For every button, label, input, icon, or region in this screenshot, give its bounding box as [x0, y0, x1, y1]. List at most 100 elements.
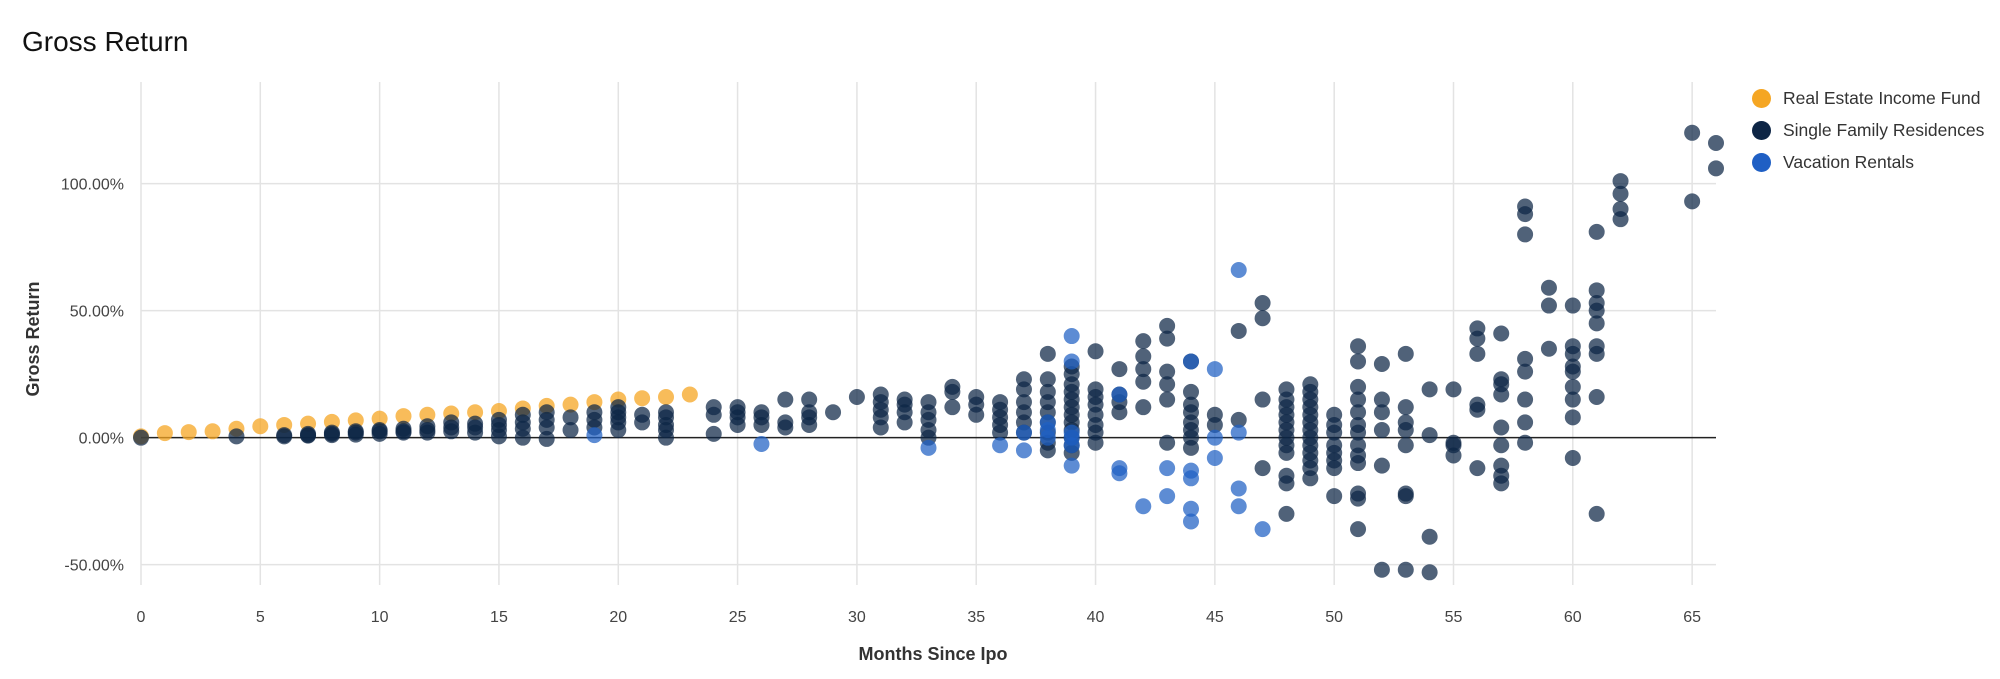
data-point-single-family-residences[interactable]: [1564, 449, 1581, 466]
data-point-vacation-rentals[interactable]: [1015, 442, 1032, 459]
data-point-single-family-residences[interactable]: [944, 399, 961, 416]
data-point-single-family-residences[interactable]: [777, 414, 794, 431]
data-point-vacation-rentals[interactable]: [1230, 480, 1247, 497]
data-point-single-family-residences[interactable]: [1493, 437, 1510, 454]
data-point-vacation-rentals[interactable]: [1159, 488, 1176, 505]
data-point-single-family-residences[interactable]: [1350, 378, 1367, 395]
data-point-single-family-residences[interactable]: [1373, 561, 1390, 578]
data-point-single-family-residences[interactable]: [1588, 223, 1605, 240]
data-point-single-family-residences[interactable]: [395, 420, 412, 437]
data-point-single-family-residences[interactable]: [1159, 434, 1176, 451]
data-point-single-family-residences[interactable]: [133, 429, 149, 446]
data-point-real-estate-income-fund[interactable]: [252, 418, 269, 435]
data-point-single-family-residences[interactable]: [1588, 505, 1605, 522]
data-point-single-family-residences[interactable]: [228, 428, 245, 445]
data-point-single-family-residences[interactable]: [1254, 391, 1271, 408]
data-point-single-family-residences[interactable]: [1397, 414, 1414, 431]
data-point-single-family-residences[interactable]: [1493, 457, 1510, 474]
data-point-single-family-residences[interactable]: [1373, 391, 1390, 408]
data-point-single-family-residences[interactable]: [1350, 437, 1367, 454]
data-point-single-family-residences[interactable]: [896, 391, 913, 408]
data-point-single-family-residences[interactable]: [777, 391, 794, 408]
data-point-single-family-residences[interactable]: [1039, 383, 1056, 400]
data-point-single-family-residences[interactable]: [1421, 427, 1438, 444]
data-point-single-family-residences[interactable]: [705, 399, 722, 416]
data-point-vacation-rentals[interactable]: [753, 436, 770, 453]
data-point-vacation-rentals[interactable]: [1063, 457, 1080, 474]
data-point-single-family-residences[interactable]: [920, 394, 937, 411]
data-point-single-family-residences[interactable]: [1517, 226, 1534, 243]
data-point-single-family-residences[interactable]: [944, 378, 961, 395]
data-point-single-family-residences[interactable]: [1230, 411, 1247, 428]
data-point-single-family-residences[interactable]: [1373, 355, 1390, 372]
data-point-single-family-residences[interactable]: [1564, 358, 1581, 375]
data-point-single-family-residences[interactable]: [586, 404, 603, 421]
data-point-single-family-residences[interactable]: [1612, 201, 1629, 218]
data-point-vacation-rentals[interactable]: [1063, 353, 1080, 370]
data-point-vacation-rentals[interactable]: [1254, 521, 1271, 538]
data-point-single-family-residences[interactable]: [1564, 338, 1581, 355]
legend-item-single-family-residences[interactable]: Single Family Residences: [1752, 114, 1984, 146]
data-point-single-family-residences[interactable]: [1350, 521, 1367, 538]
data-point-single-family-residences[interactable]: [300, 425, 317, 442]
data-point-single-family-residences[interactable]: [1039, 371, 1056, 388]
data-point-single-family-residences[interactable]: [1254, 460, 1271, 477]
data-point-single-family-residences[interactable]: [1517, 350, 1534, 367]
data-point-single-family-residences[interactable]: [276, 428, 293, 445]
data-point-single-family-residences[interactable]: [1684, 124, 1701, 141]
data-point-vacation-rentals[interactable]: [1063, 424, 1080, 441]
data-point-single-family-residences[interactable]: [1564, 409, 1581, 426]
data-point-single-family-residences[interactable]: [1015, 371, 1032, 388]
data-point-single-family-residences[interactable]: [1373, 404, 1390, 421]
data-point-single-family-residences[interactable]: [1540, 340, 1557, 357]
data-point-single-family-residences[interactable]: [1087, 343, 1104, 360]
data-point-single-family-residences[interactable]: [1517, 363, 1534, 380]
data-point-single-family-residences[interactable]: [848, 389, 865, 406]
data-point-real-estate-income-fund[interactable]: [562, 396, 579, 413]
data-point-single-family-residences[interactable]: [562, 422, 579, 439]
data-point-single-family-residences[interactable]: [753, 404, 770, 421]
data-point-single-family-residences[interactable]: [1206, 406, 1223, 423]
data-point-single-family-residences[interactable]: [371, 422, 388, 439]
data-point-single-family-residences[interactable]: [419, 418, 436, 435]
data-point-single-family-residences[interactable]: [705, 425, 722, 442]
data-point-single-family-residences[interactable]: [1588, 315, 1605, 332]
data-point-single-family-residences[interactable]: [1517, 391, 1534, 408]
data-point-single-family-residences[interactable]: [1254, 295, 1271, 312]
data-point-single-family-residences[interactable]: [1278, 467, 1295, 484]
data-point-single-family-residences[interactable]: [538, 430, 555, 447]
data-point-real-estate-income-fund[interactable]: [658, 389, 674, 406]
data-point-single-family-residences[interactable]: [1684, 193, 1701, 210]
data-point-single-family-residences[interactable]: [658, 404, 674, 421]
legend-item-real-estate-income-fund[interactable]: Real Estate Income Fund: [1752, 82, 1984, 114]
data-point-vacation-rentals[interactable]: [1230, 261, 1247, 278]
data-point-vacation-rentals[interactable]: [1230, 498, 1247, 515]
data-point-single-family-residences[interactable]: [1111, 361, 1128, 378]
data-point-single-family-residences[interactable]: [1469, 396, 1486, 413]
data-point-single-family-residences[interactable]: [467, 415, 484, 432]
data-point-single-family-residences[interactable]: [1564, 297, 1581, 314]
data-point-single-family-residences[interactable]: [1135, 373, 1152, 390]
data-point-single-family-residences[interactable]: [1469, 320, 1486, 337]
data-point-single-family-residences[interactable]: [538, 404, 555, 421]
data-point-single-family-residences[interactable]: [1015, 394, 1032, 411]
data-point-single-family-residences[interactable]: [1254, 310, 1271, 327]
data-point-single-family-residences[interactable]: [1397, 345, 1414, 362]
data-point-single-family-residences[interactable]: [1421, 528, 1438, 545]
data-point-single-family-residences[interactable]: [1469, 460, 1486, 477]
data-point-single-family-residences[interactable]: [443, 414, 460, 431]
data-point-single-family-residences[interactable]: [1350, 353, 1367, 370]
data-point-single-family-residences[interactable]: [1612, 173, 1629, 190]
data-point-single-family-residences[interactable]: [1326, 488, 1343, 505]
data-point-single-family-residences[interactable]: [1350, 485, 1367, 502]
data-point-single-family-residences[interactable]: [1373, 422, 1390, 439]
data-point-single-family-residences[interactable]: [992, 394, 1009, 411]
data-point-single-family-residences[interactable]: [1445, 434, 1462, 451]
data-point-single-family-residences[interactable]: [968, 389, 985, 406]
data-point-vacation-rentals[interactable]: [1111, 386, 1128, 403]
data-point-single-family-residences[interactable]: [1183, 383, 1199, 400]
data-point-single-family-residences[interactable]: [1326, 406, 1343, 423]
data-point-single-family-residences[interactable]: [825, 404, 842, 421]
data-point-single-family-residences[interactable]: [872, 386, 889, 403]
data-point-single-family-residences[interactable]: [1588, 338, 1605, 355]
